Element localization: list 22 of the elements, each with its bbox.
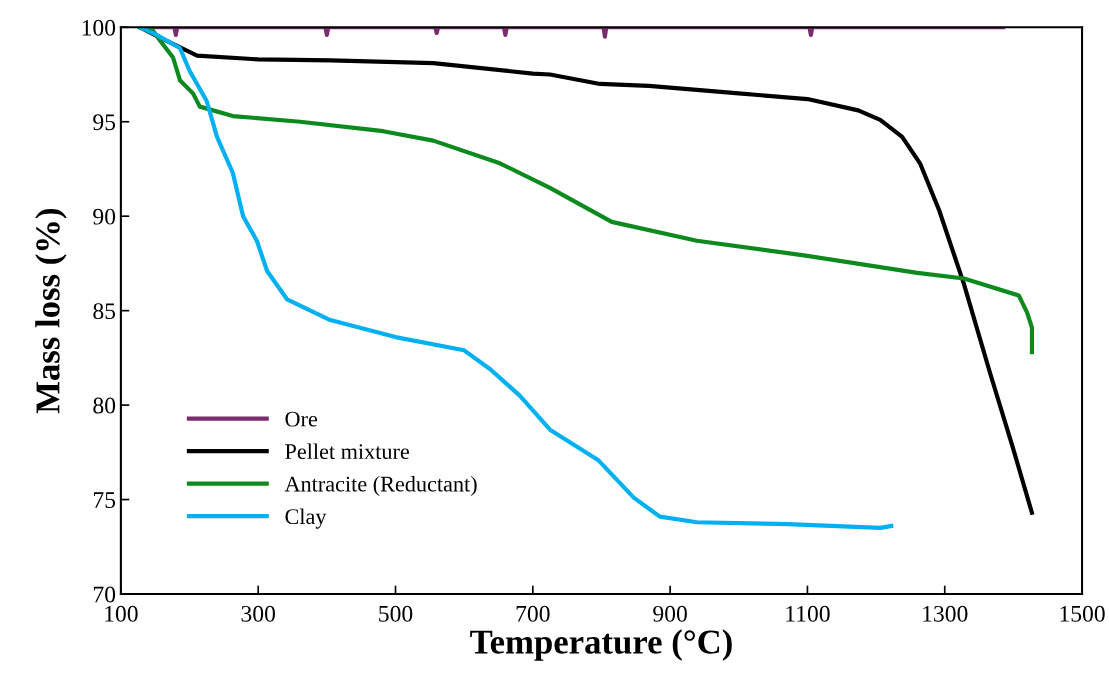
x-tick-label: 500: [379, 605, 413, 622]
x-tick-label: 1100: [786, 605, 830, 622]
legend-label: Clay: [285, 508, 327, 529]
line-series: [138, 27, 894, 530]
y-axis-title: Mass loss (%): [35, 208, 67, 414]
y-tick-label: 80: [93, 397, 116, 414]
legend-label: Ore: [285, 411, 318, 427]
y-tick-label: 85: [93, 303, 116, 320]
x-tick-label: 900: [653, 605, 687, 622]
x-axis-title: Temperature (°C): [470, 629, 732, 661]
x-tick-label: 1300: [923, 605, 968, 622]
y-tick-label: 70: [93, 586, 116, 603]
y-tick-label: 100: [82, 19, 116, 36]
y-tick-label: 95: [93, 114, 116, 131]
y-tick-label: 90: [93, 208, 116, 225]
x-tick-label: 700: [516, 605, 550, 622]
y-tick-label: 75: [93, 492, 116, 508]
x-tick-label: 300: [241, 605, 275, 622]
x-tick-label: 1500: [1060, 605, 1105, 622]
legend-label: Pellet mixture: [285, 443, 410, 460]
legend-label: Antracite (Reductant): [284, 475, 477, 497]
x-tick-label: 100: [105, 605, 138, 622]
